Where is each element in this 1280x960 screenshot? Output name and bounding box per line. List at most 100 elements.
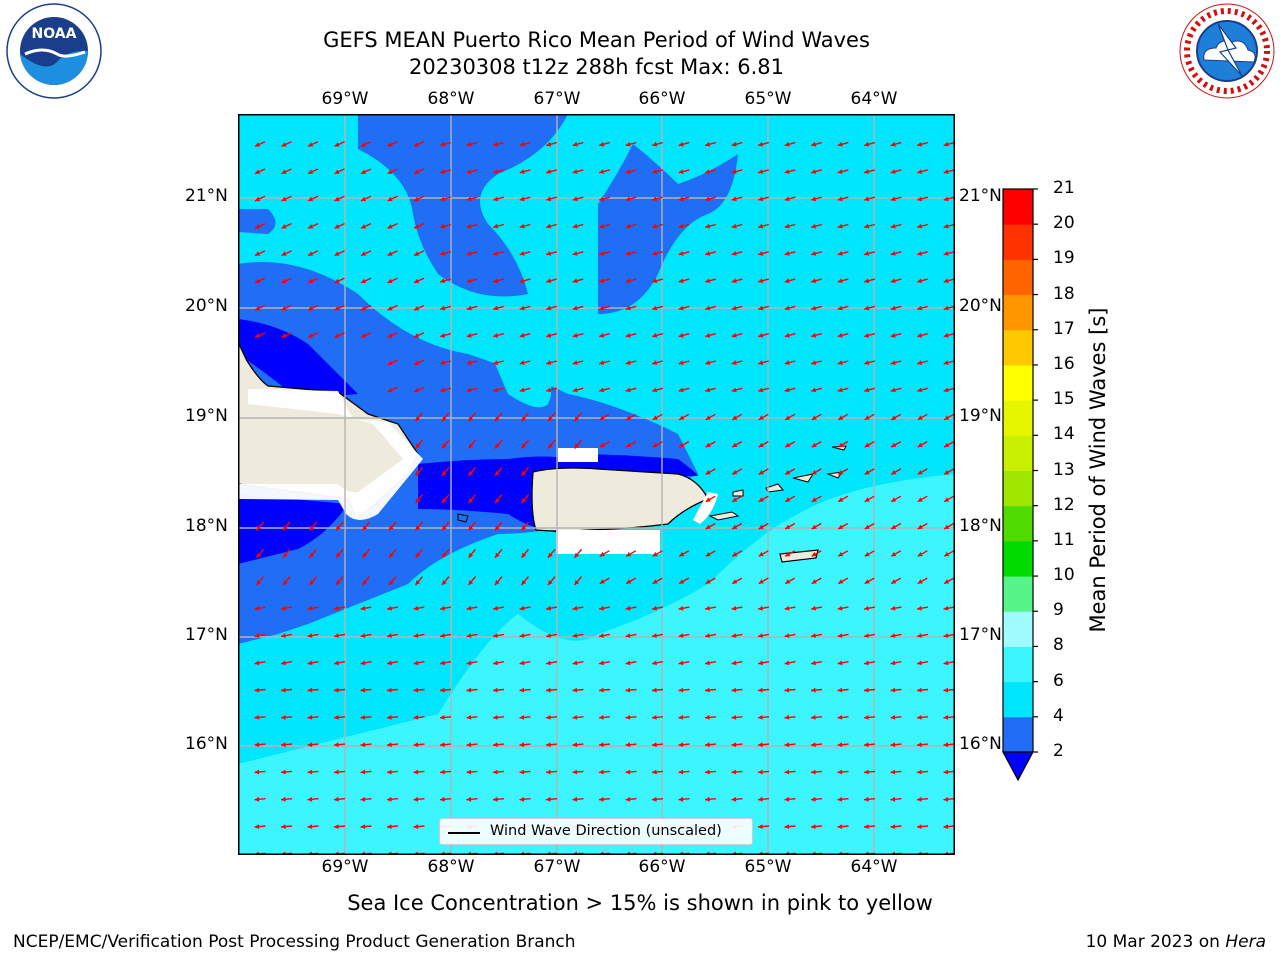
direction-arrow-head	[546, 196, 552, 202]
lon-label-top: 65°W	[744, 89, 792, 109]
direction-arrow-head	[784, 769, 790, 775]
colorbar-extend-triangle	[1001, 751, 1035, 782]
direction-arrow-head	[864, 687, 869, 693]
colorbar-tick-label: 6	[1053, 670, 1064, 691]
direction-arrow-head	[307, 742, 313, 748]
direction-arrow-head	[574, 552, 580, 558]
direction-arrow-head	[360, 769, 366, 775]
direction-arrow-head	[758, 769, 763, 775]
direction-arrow-head	[442, 580, 447, 585]
lon-label-bottom: 67°W	[533, 857, 581, 877]
direction-arrow-head	[944, 497, 950, 502]
direction-arrow-head	[546, 169, 552, 174]
direction-arrow-head	[864, 769, 869, 775]
direction-arrow-head	[548, 580, 553, 585]
direction-arrow-head	[625, 387, 631, 393]
direction-arrow-head	[387, 169, 393, 174]
direction-arrow-head	[678, 141, 684, 147]
direction-arrow-head	[281, 633, 286, 638]
direction-arrow-head	[890, 278, 896, 284]
direction-arrow-head	[413, 633, 419, 638]
direction-arrow-head	[414, 333, 420, 338]
lat-label-left: 21°N	[185, 186, 228, 206]
direction-arrow-head	[361, 278, 367, 284]
direction-arrow-head	[864, 824, 869, 829]
direction-arrow-head	[678, 633, 684, 638]
direction-arrow-head	[256, 580, 262, 585]
direction-arrow-head	[387, 142, 393, 147]
colorbar-title: Mean Period of Wind Waves [s]	[1086, 307, 1110, 633]
direction-arrow-head	[784, 251, 790, 256]
direction-arrow-head	[361, 251, 367, 256]
direction-arrow-head	[705, 796, 710, 802]
colorbar-tick-label: 18	[1053, 283, 1075, 304]
direction-arrow-head	[599, 251, 605, 256]
direction-arrow-head	[944, 551, 950, 557]
direction-arrow-head	[864, 524, 870, 529]
direction-arrow-head	[811, 551, 817, 557]
direction-arrow-head	[440, 169, 446, 174]
lon-label-bottom: 68°W	[427, 857, 475, 877]
colorbar-band	[1003, 259, 1033, 296]
direction-arrow-head	[837, 278, 843, 284]
direction-arrow-head	[519, 660, 525, 666]
direction-arrow-head	[414, 251, 420, 256]
direction-arrow-head	[917, 251, 923, 256]
direction-arrow-head	[521, 552, 527, 558]
direction-arrow-head	[678, 687, 684, 693]
direction-arrow-head	[442, 525, 447, 531]
direction-arrow-head	[625, 769, 631, 775]
direction-arrow-head	[546, 141, 552, 147]
direction-arrow-head	[599, 633, 604, 638]
direction-arrow-head	[466, 605, 472, 611]
direction-arrow-head	[705, 605, 710, 611]
direction-arrow-head	[546, 796, 551, 802]
direction-arrow-head	[943, 824, 949, 829]
direction-arrow-head	[468, 443, 474, 449]
direction-arrow-head	[572, 715, 578, 720]
direction-arrow-head	[837, 633, 843, 638]
colorbar-tick-label: 11	[1053, 529, 1075, 550]
direction-arrow-head	[731, 387, 737, 393]
direction-arrow-head	[732, 497, 738, 502]
direction-arrow-head	[307, 769, 313, 775]
direction-arrow-head	[864, 442, 870, 448]
direction-arrow-head	[784, 742, 790, 748]
direction-arrow-head	[785, 415, 791, 420]
direction-arrow-head	[864, 415, 870, 420]
direction-arrow-head	[625, 687, 631, 693]
direction-arrow-head	[891, 551, 897, 557]
direction-arrow-head	[468, 416, 474, 422]
direction-arrow-head	[440, 141, 446, 147]
direction-arrow-head	[440, 196, 446, 202]
lat-label-right: 20°N	[959, 296, 1002, 316]
direction-arrow-head	[864, 497, 870, 502]
direction-arrow-head	[414, 196, 420, 202]
direction-arrow-head	[599, 579, 605, 584]
direction-arrow-head	[731, 660, 737, 666]
direction-arrow-head	[307, 687, 313, 693]
direction-arrow-head	[758, 415, 764, 420]
direction-arrow-head	[309, 552, 315, 558]
direction-arrow-head	[625, 305, 631, 311]
lat-label-right: 17°N	[959, 625, 1002, 645]
title-line-2: 20230308 t12z 288h fcst Max: 6.81	[409, 55, 784, 79]
direction-arrow-head	[519, 687, 525, 693]
direction-arrow-head	[387, 633, 392, 638]
direction-arrow-head	[387, 360, 393, 365]
direction-arrow-head	[334, 742, 339, 748]
legend-label: Wind Wave Direction (unscaled)	[490, 823, 722, 839]
direction-arrow-head	[440, 251, 446, 256]
direction-arrow-head	[705, 497, 711, 502]
direction-arrow-head	[334, 715, 339, 720]
colorbar-band	[1003, 611, 1033, 647]
direction-arrow-head	[626, 415, 632, 420]
direction-arrow-head	[415, 416, 421, 422]
direction-arrow-head	[572, 251, 578, 256]
direction-arrow-head	[389, 580, 394, 585]
direction-arrow-head	[440, 660, 445, 666]
direction-arrow-head	[414, 360, 420, 365]
direction-arrow-head	[546, 387, 552, 393]
direction-arrow-head	[440, 223, 446, 229]
direction-arrow-head	[679, 442, 685, 448]
